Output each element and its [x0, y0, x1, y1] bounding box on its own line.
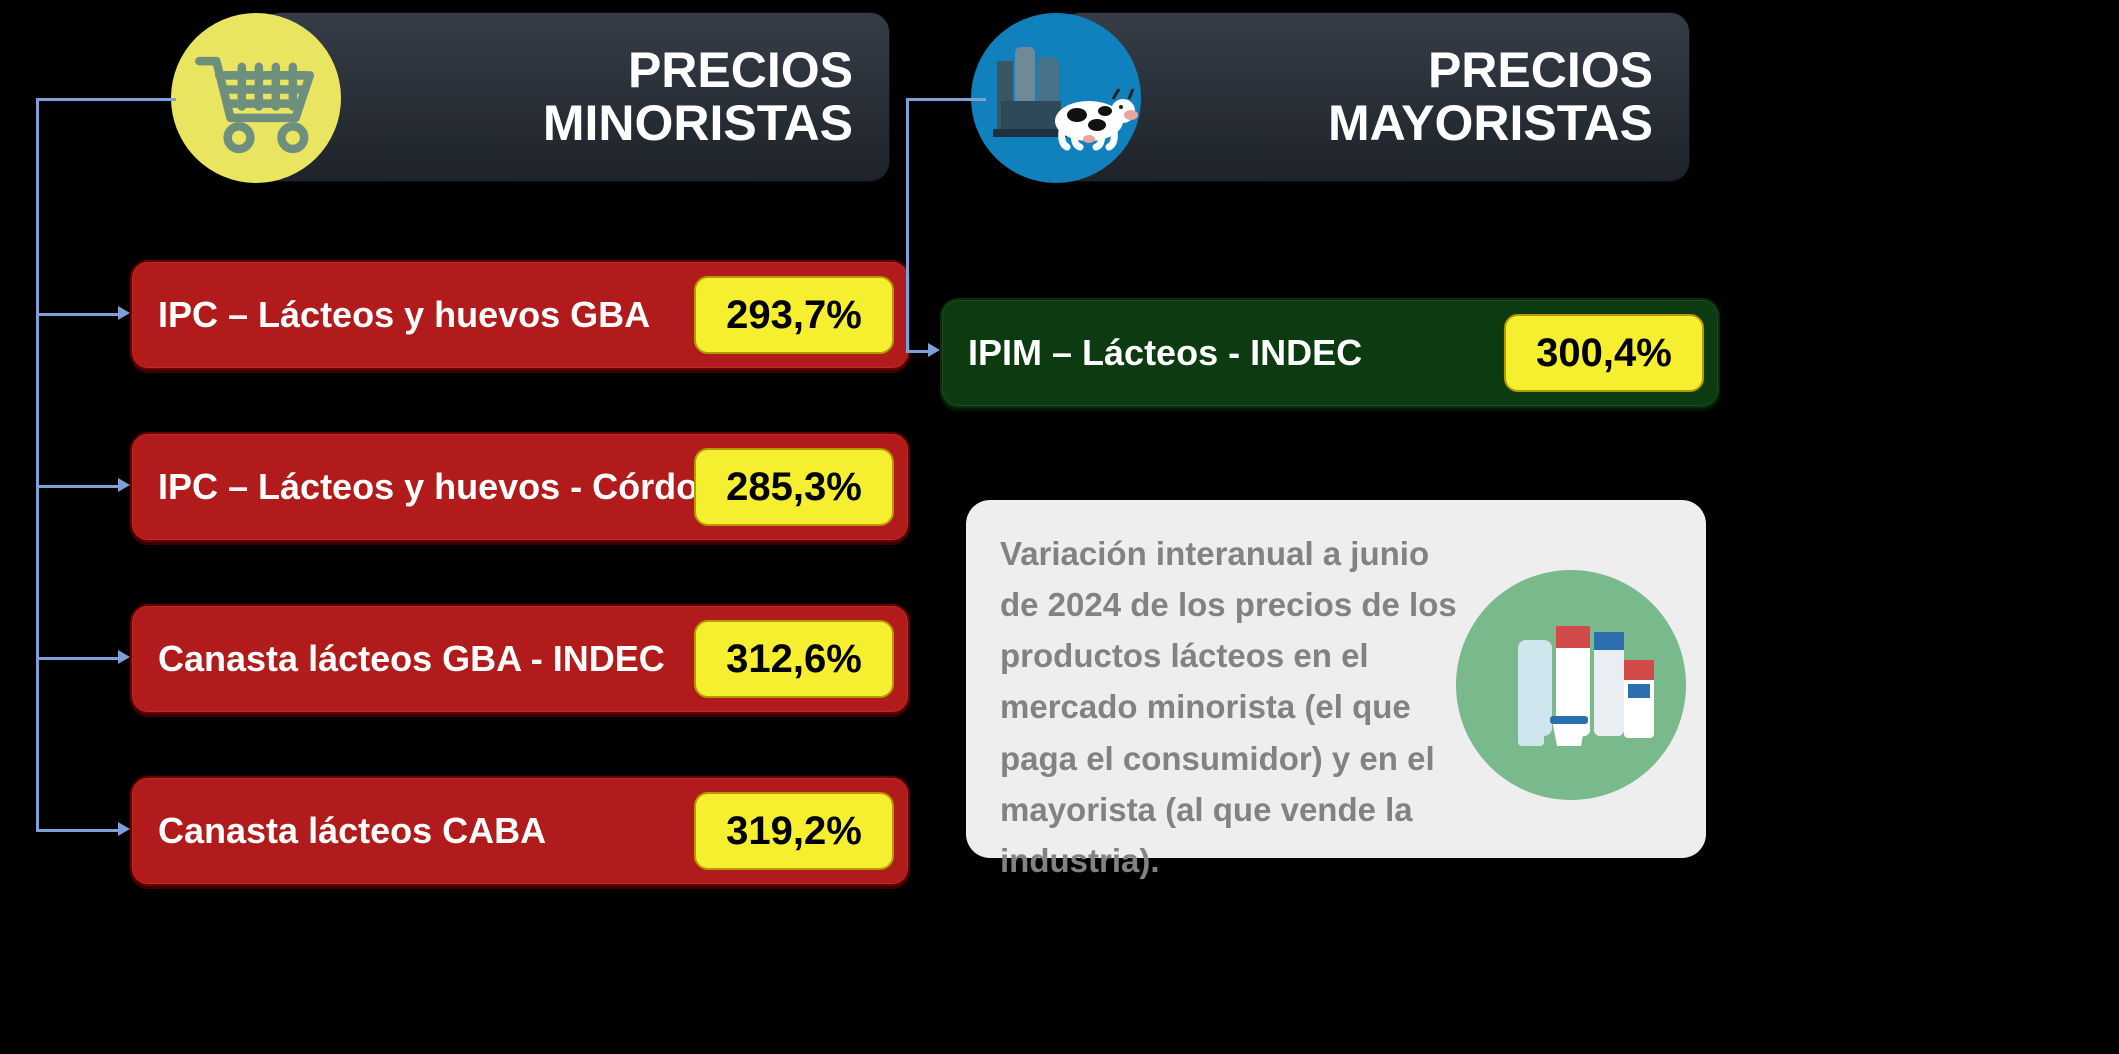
- retail-title-line1: PRECIOS: [628, 42, 853, 98]
- wholesale-item-value-badge: 300,4%: [1504, 314, 1704, 392]
- retail-item: IPC – Lácteos y huevos GBA 293,7%: [130, 260, 910, 370]
- wholesale-title: PRECIOS MAYORISTAS: [1328, 44, 1653, 150]
- retail-item-value-badge: 312,6%: [694, 620, 894, 698]
- retail-connector-to-panel: [36, 98, 176, 101]
- info-box: Variación interanual a junio de 2024 de …: [966, 500, 1706, 858]
- retail-title-line2: MINORISTAS: [543, 95, 853, 151]
- arrow-right-icon: [928, 343, 940, 357]
- retail-item-label: IPC – Lácteos y huevos GBA: [158, 294, 650, 336]
- arrow-right-icon: [118, 306, 130, 320]
- wholesale-connector-to-panel: [906, 98, 986, 101]
- wholesale-connector-arrow: [906, 350, 928, 353]
- retail-item-label: IPC – Lácteos y huevos - Córdoba: [158, 466, 740, 508]
- arrow-right-icon: [118, 822, 130, 836]
- retail-connector-arrow: [36, 829, 118, 832]
- retail-connector-arrow: [36, 485, 118, 488]
- wholesale-item: IPIM – Lácteos - INDEC 300,4%: [940, 298, 1720, 408]
- retail-title: PRECIOS MINORISTAS: [543, 44, 853, 150]
- retail-item-label: Canasta lácteos CABA: [158, 810, 546, 852]
- retail-item-value: 285,3%: [726, 465, 862, 510]
- wholesale-title-line2: MAYORISTAS: [1328, 95, 1653, 151]
- retail-connector-arrow: [36, 313, 118, 316]
- info-text-wrap: Variación interanual a junio de 2024 de …: [1000, 528, 1470, 886]
- arrow-right-icon: [118, 478, 130, 492]
- retail-connector-vertical: [36, 98, 39, 830]
- retail-item-value: 319,2%: [726, 809, 862, 854]
- arrow-right-icon: [118, 650, 130, 664]
- wholesale-title-line1: PRECIOS: [1428, 42, 1653, 98]
- retail-item-value-badge: 285,3%: [694, 448, 894, 526]
- retail-item-label: Canasta lácteos GBA - INDEC: [158, 638, 665, 680]
- retail-item: Canasta lácteos CABA 319,2%: [130, 776, 910, 886]
- retail-item: IPC – Lácteos y huevos - Córdoba 285,3%: [130, 432, 910, 542]
- retail-item-value: 312,6%: [726, 637, 862, 682]
- retail-item: Canasta lácteos GBA - INDEC 312,6%: [130, 604, 910, 714]
- factory-cow-icon: [971, 13, 1141, 183]
- retail-item-value: 293,7%: [726, 293, 862, 338]
- wholesale-item-label: IPIM – Lácteos - INDEC: [968, 332, 1362, 374]
- wholesale-item-value: 300,4%: [1536, 331, 1672, 376]
- shopping-cart-icon: [171, 13, 341, 183]
- wholesale-header-panel: PRECIOS MAYORISTAS: [1060, 12, 1690, 182]
- dairy-products-icon: [1456, 570, 1686, 800]
- info-text: Variación interanual a junio de 2024 de …: [1000, 535, 1457, 879]
- retail-header-panel: PRECIOS MINORISTAS: [260, 12, 890, 182]
- wholesale-connector-vertical: [906, 98, 909, 352]
- retail-item-value-badge: 293,7%: [694, 276, 894, 354]
- retail-connector-arrow: [36, 657, 118, 660]
- retail-item-value-badge: 319,2%: [694, 792, 894, 870]
